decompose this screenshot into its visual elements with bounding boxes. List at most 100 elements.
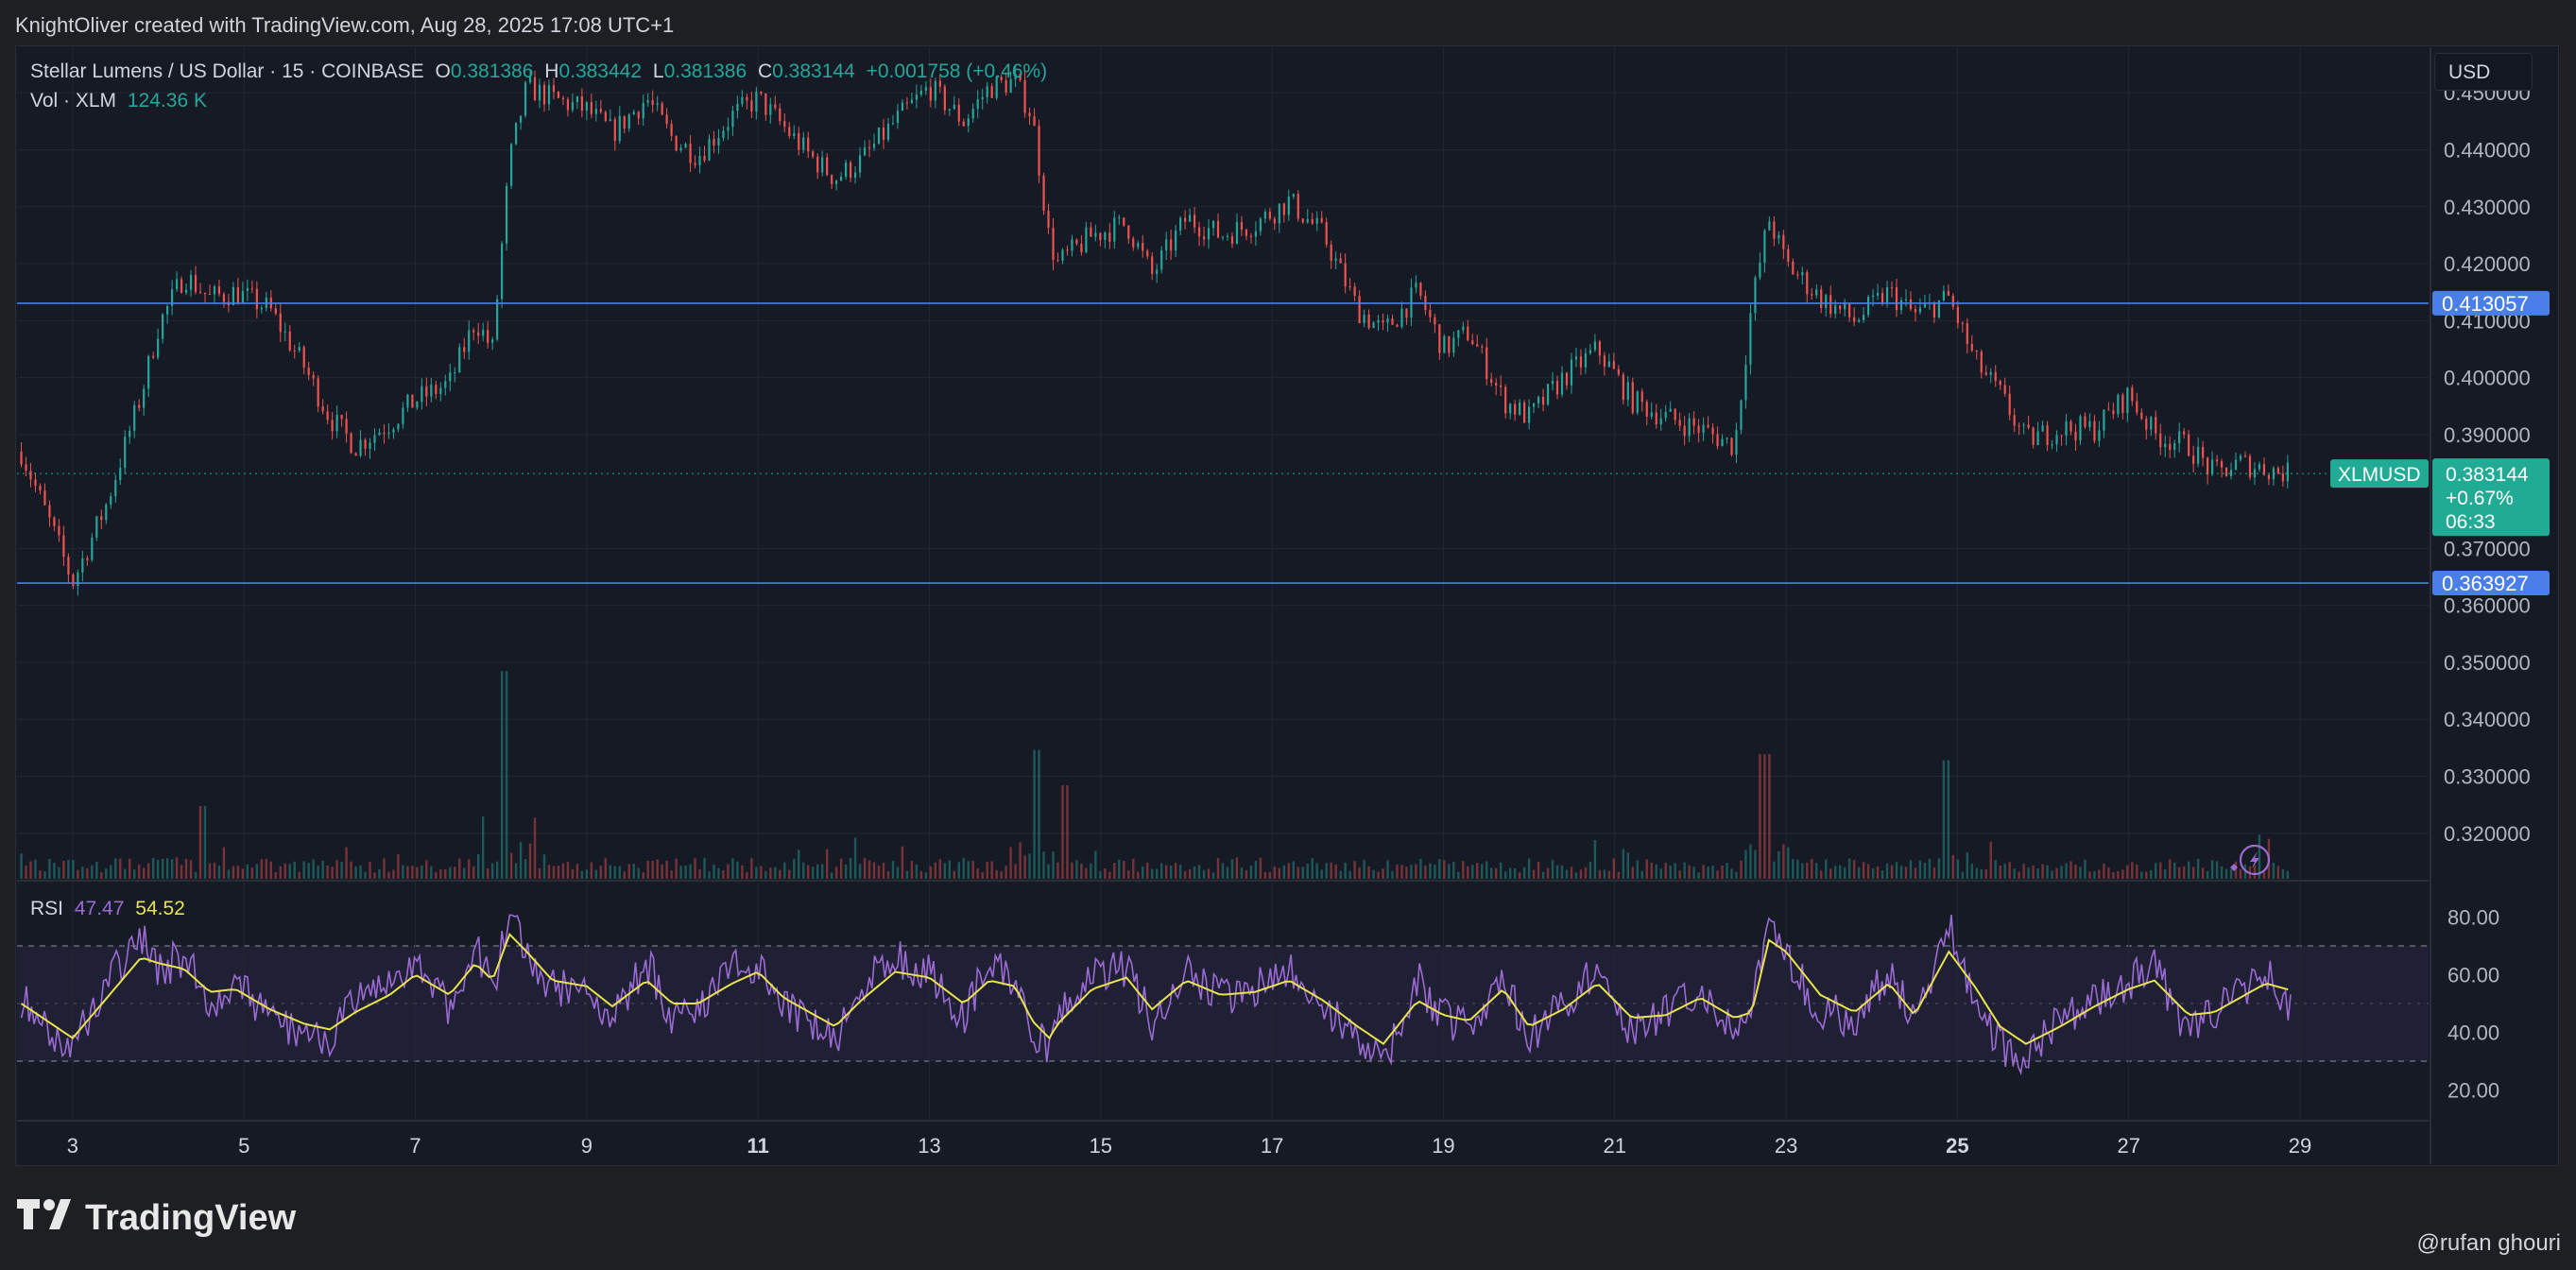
last-price-text: 06:33	[2446, 511, 2496, 533]
candle-body	[1640, 391, 1643, 403]
candle-body	[1278, 203, 1280, 224]
volume-bar	[283, 863, 286, 879]
volume-bar	[741, 865, 744, 879]
volume-bar	[67, 859, 70, 879]
candle-body	[1848, 303, 1851, 318]
volume-bar	[359, 865, 362, 879]
volume-bar	[722, 870, 725, 879]
replay-flash-icon	[2230, 844, 2271, 876]
volume-bar	[1419, 858, 1422, 879]
candle-body	[1806, 272, 1809, 295]
volume-bar	[820, 864, 824, 879]
candle-body	[2013, 415, 2016, 426]
rsi-legend[interactable]: RSI 47.47 54.52	[30, 898, 191, 920]
low-label: L	[652, 60, 664, 82]
volume-bar	[236, 866, 240, 879]
volume-bar	[1249, 865, 1253, 879]
volume-bar	[1193, 867, 1196, 879]
candle-body	[48, 505, 51, 518]
volume-bar	[184, 858, 188, 879]
candle-body	[1711, 427, 1714, 435]
candle-body	[1377, 320, 1380, 323]
symbol-tag-label: XLMUSD	[2338, 464, 2421, 486]
candle-body	[708, 138, 711, 161]
volume-bar	[1749, 844, 1752, 879]
volume-bar	[2107, 867, 2110, 879]
volume-legend[interactable]: Vol · XLM 124.36 K	[30, 90, 213, 112]
volume-bar	[953, 870, 955, 879]
volume-bar	[1207, 868, 1211, 879]
volume-bar	[1202, 869, 1206, 879]
candle-body	[2022, 424, 2025, 426]
volume-bar	[1052, 851, 1055, 879]
candle-body	[184, 289, 188, 293]
candle-body	[2234, 459, 2238, 471]
candle-body	[1961, 322, 1964, 324]
time-tick-label: 5	[238, 1134, 249, 1158]
volume-bar	[976, 868, 979, 879]
candle-body	[194, 274, 197, 293]
volume-bar	[1042, 851, 1045, 879]
candle-body	[143, 388, 146, 408]
candle-body	[2173, 443, 2176, 451]
candle-body	[542, 84, 546, 105]
volume-bar	[1178, 865, 1182, 879]
candle-body	[2032, 427, 2035, 445]
volume-bar	[1843, 867, 1846, 879]
volume-bar	[1240, 867, 1244, 879]
candle-body	[250, 288, 253, 290]
high-value: 0.383442	[558, 60, 643, 82]
volume-bar	[2036, 867, 2039, 879]
symbol-title[interactable]: Stellar Lumens / US Dollar · 15 · COINBA…	[30, 60, 424, 82]
candle-body	[1792, 261, 1795, 275]
volume-bar	[260, 859, 264, 879]
candle-body	[514, 122, 518, 145]
candle-body	[345, 419, 348, 434]
volume-bar	[1811, 859, 1813, 879]
candle-body	[1221, 236, 1225, 238]
candle-body	[2192, 455, 2195, 464]
volume-bar	[298, 871, 301, 879]
volume-bar	[1188, 868, 1192, 879]
volume-bar	[807, 865, 810, 879]
candle-body	[637, 112, 640, 119]
candle-body	[2286, 462, 2289, 482]
volume-bar	[91, 865, 94, 879]
open-value: 0.381386	[450, 60, 534, 82]
volume-bar	[1970, 863, 1973, 879]
volume-bar	[552, 866, 556, 879]
candle-body	[1697, 425, 1700, 434]
volume-bar	[1400, 865, 1403, 879]
tradingview-logo[interactable]: TradingView	[17, 1198, 296, 1239]
volume-bar	[2121, 869, 2124, 879]
volume-bar	[1000, 871, 1003, 879]
volume-bar	[1852, 860, 1856, 879]
volume-bar	[2069, 861, 2072, 879]
volume-bar	[2117, 871, 2120, 879]
volume-bar	[632, 864, 635, 879]
volume-bar	[769, 867, 772, 879]
volume-bar	[886, 871, 890, 879]
candle-body	[383, 432, 386, 435]
volume-bar	[72, 860, 75, 879]
volume-bar	[1033, 749, 1036, 879]
candle-body	[2253, 469, 2257, 478]
volume-bar	[1880, 870, 1884, 879]
volume-bar	[575, 864, 579, 879]
candle-body	[995, 77, 998, 98]
candle-body	[831, 175, 833, 184]
volume-bar	[882, 862, 885, 879]
candle-body	[1829, 295, 1832, 315]
volume-bar	[1678, 870, 1681, 879]
candle-body	[1028, 112, 1031, 116]
volume-bar	[1047, 864, 1050, 879]
volume-bar	[877, 865, 881, 879]
volume-bar	[2013, 868, 2016, 879]
candle-body	[236, 286, 239, 304]
volume-bar	[198, 806, 202, 879]
candle-body	[472, 330, 475, 333]
volume-bar	[1085, 867, 1088, 879]
candle-body	[1740, 400, 1743, 431]
currency-selector[interactable]: USD	[2434, 53, 2533, 91]
